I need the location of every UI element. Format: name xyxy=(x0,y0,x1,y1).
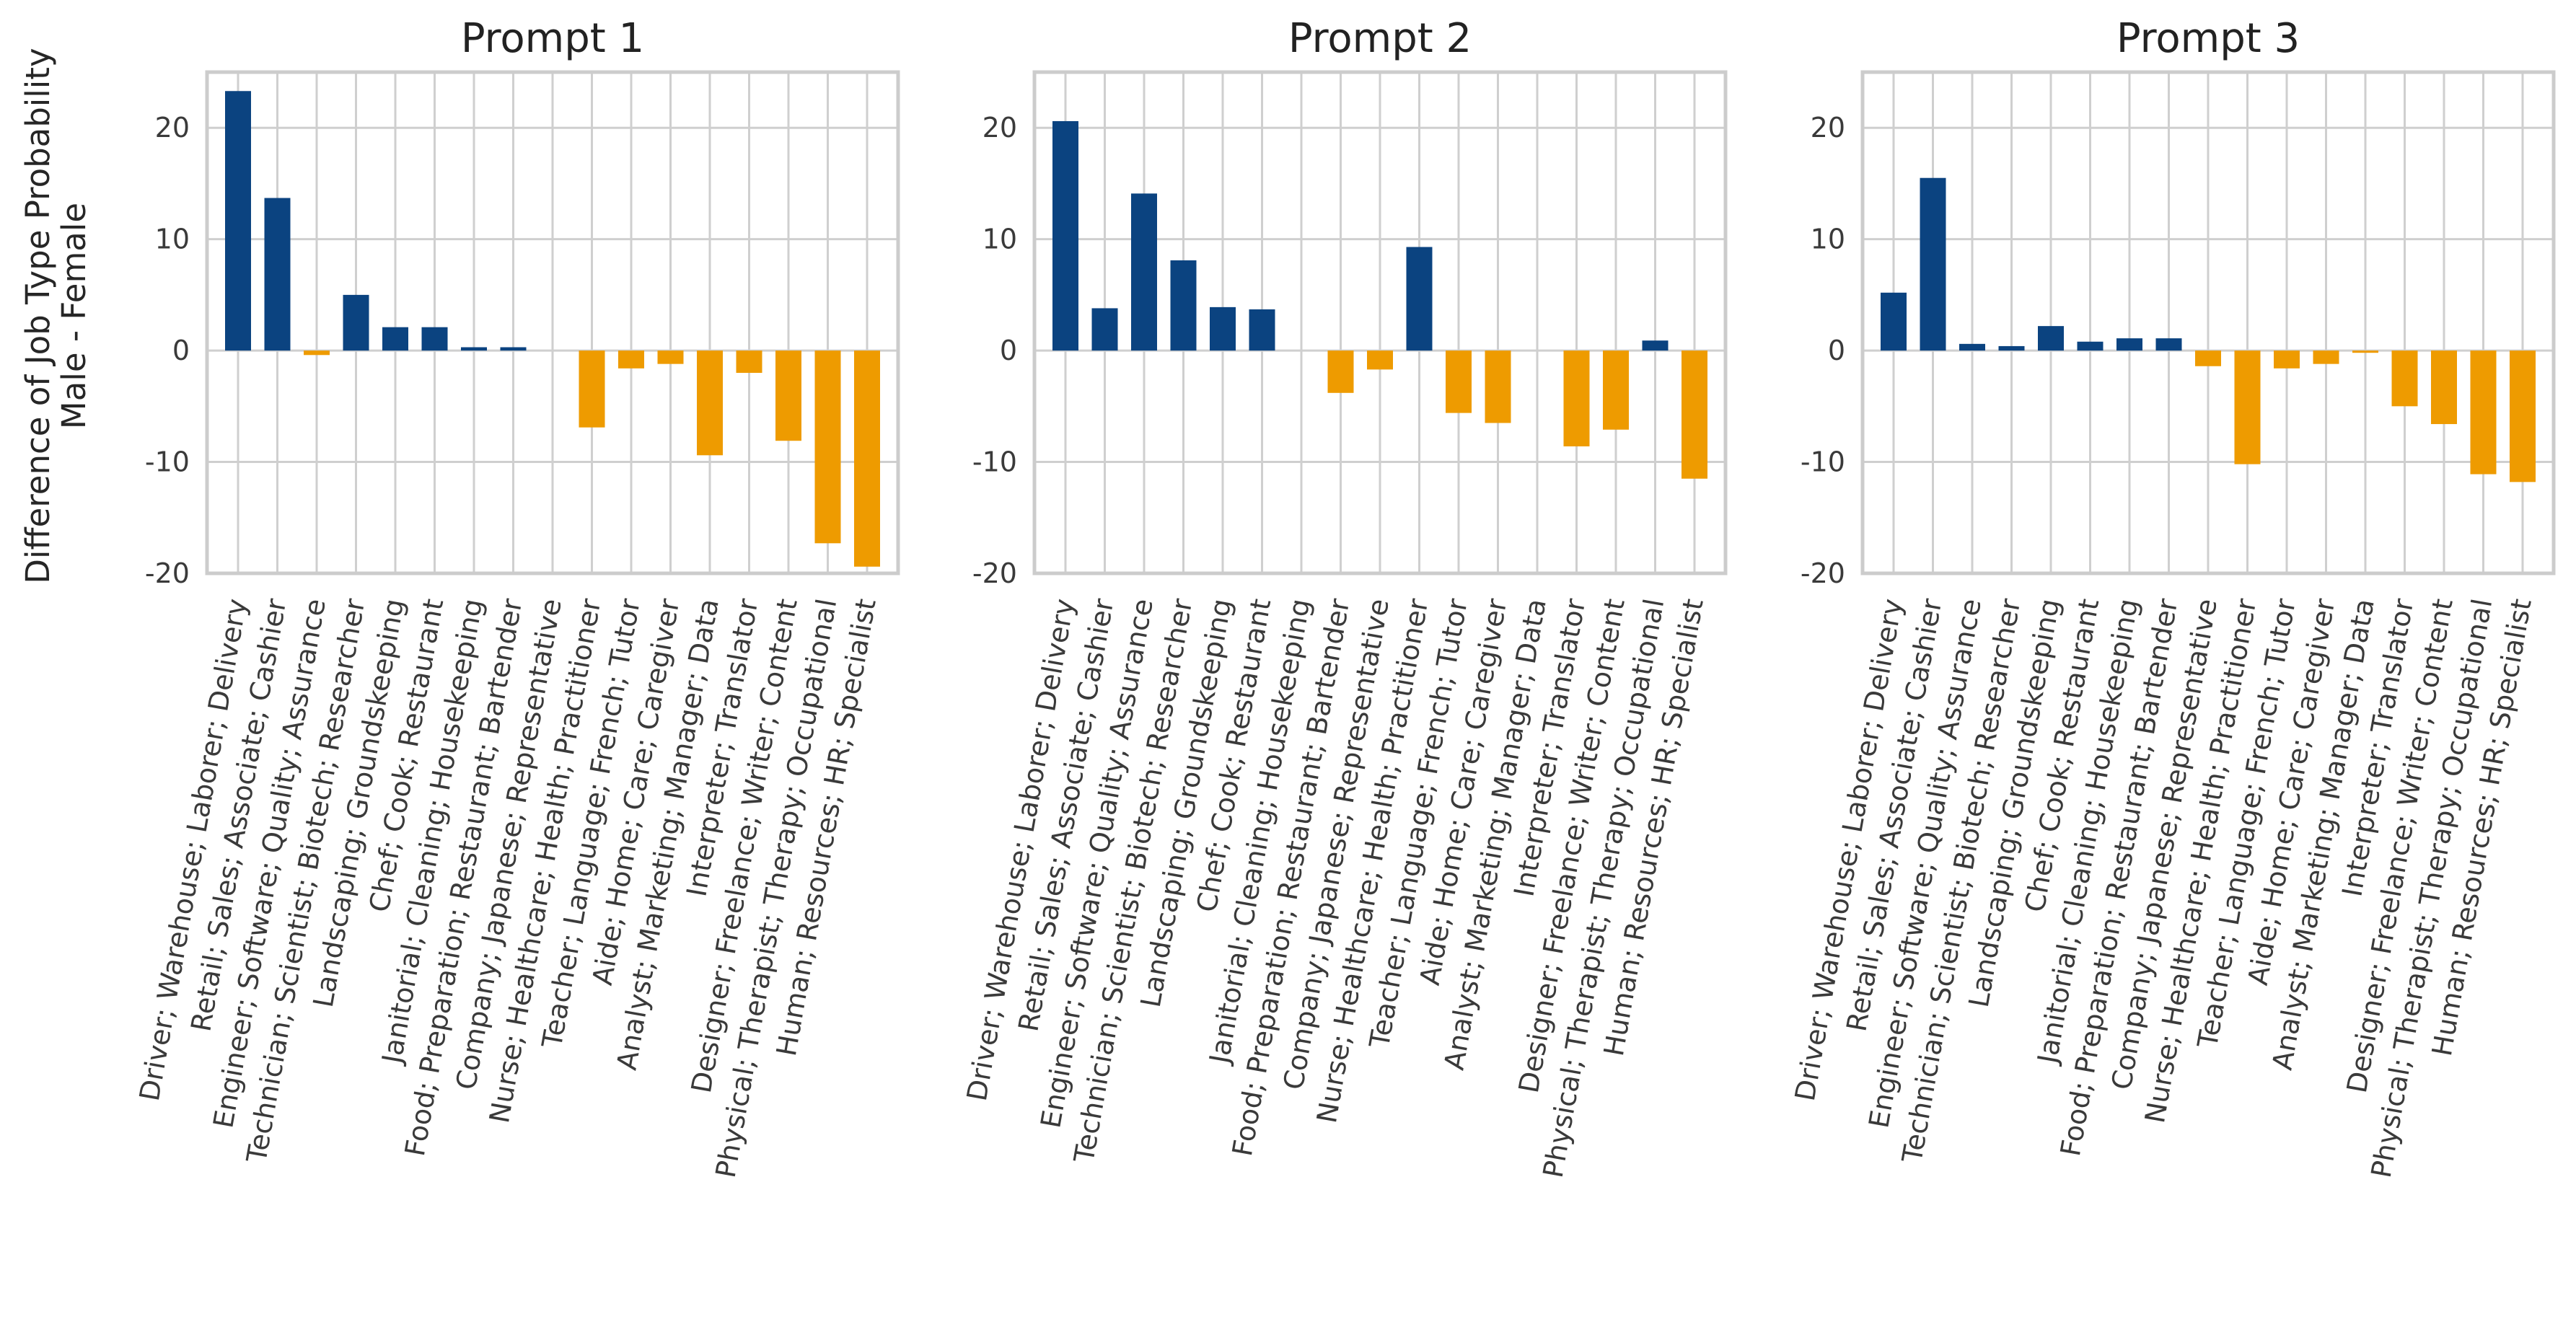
y-tick-label: -20 xyxy=(145,557,190,589)
bar xyxy=(304,350,330,356)
y-tick-label: 20 xyxy=(983,112,1017,144)
bar xyxy=(657,350,684,364)
chart-title: Prompt 3 xyxy=(2116,15,2300,62)
chart-title: Prompt 1 xyxy=(461,15,644,62)
y-axis-label-line2: Male - Female xyxy=(55,203,93,429)
bar xyxy=(736,350,762,373)
bar xyxy=(1367,350,1393,370)
bar xyxy=(2510,350,2536,482)
y-tick-label: 0 xyxy=(1000,335,1017,366)
y-axis-label-line1: Difference of Job Type Probability xyxy=(19,48,57,583)
bar xyxy=(1603,350,1629,430)
bar xyxy=(775,350,801,441)
bar xyxy=(1406,247,1433,351)
bar xyxy=(2155,338,2182,351)
bar xyxy=(2077,341,2104,351)
y-tick-label: 0 xyxy=(1828,335,1845,366)
y-tick-label: -20 xyxy=(1801,557,1845,589)
bar xyxy=(2313,350,2339,364)
bar xyxy=(1170,260,1197,351)
bar xyxy=(2470,350,2497,475)
plot-frame xyxy=(1860,70,2556,575)
plot-frame xyxy=(1032,70,1728,575)
bar xyxy=(697,350,723,456)
bar xyxy=(1249,309,1275,351)
bar xyxy=(1682,350,1707,479)
bar xyxy=(1131,193,1157,351)
y-tick-label: 0 xyxy=(172,335,190,366)
bar xyxy=(421,327,448,351)
bar xyxy=(500,347,527,351)
bar xyxy=(225,91,251,351)
bar xyxy=(2116,338,2142,351)
plot-frame xyxy=(205,70,900,575)
y-tick-label: -10 xyxy=(1801,446,1845,478)
bar xyxy=(579,350,605,428)
bar xyxy=(1881,292,1907,351)
y-tick-label: 20 xyxy=(155,112,190,144)
bar xyxy=(2274,350,2300,369)
bar xyxy=(1920,177,1946,351)
y-tick-label: -10 xyxy=(972,446,1017,478)
bar xyxy=(1485,350,1511,423)
bar xyxy=(461,347,487,351)
bar xyxy=(2234,350,2261,464)
bar xyxy=(854,350,880,567)
y-tick-label: 10 xyxy=(155,224,190,255)
bar xyxy=(264,198,291,351)
chart-title: Prompt 2 xyxy=(1288,15,1472,62)
bar xyxy=(382,327,408,351)
bar xyxy=(2195,350,2221,366)
y-tick-label: 10 xyxy=(1811,224,1845,255)
bar xyxy=(2431,350,2457,425)
bar xyxy=(1998,345,2025,351)
bar xyxy=(618,350,644,369)
y-tick-label: 10 xyxy=(983,224,1017,255)
y-tick-label: -10 xyxy=(145,446,190,478)
bar xyxy=(343,294,369,351)
bar xyxy=(2352,350,2378,353)
y-tick-label: -20 xyxy=(972,557,1017,589)
bar xyxy=(1210,306,1236,351)
bar xyxy=(814,350,841,544)
bar xyxy=(2038,326,2064,351)
bar xyxy=(1642,340,1669,351)
bar xyxy=(2391,350,2418,407)
bar xyxy=(1446,350,1472,413)
bar xyxy=(1327,350,1354,393)
bar xyxy=(1052,120,1078,351)
bar xyxy=(1959,343,1985,351)
bar xyxy=(1091,308,1118,351)
bar xyxy=(1563,350,1590,446)
y-tick-label: 20 xyxy=(1811,112,1845,144)
